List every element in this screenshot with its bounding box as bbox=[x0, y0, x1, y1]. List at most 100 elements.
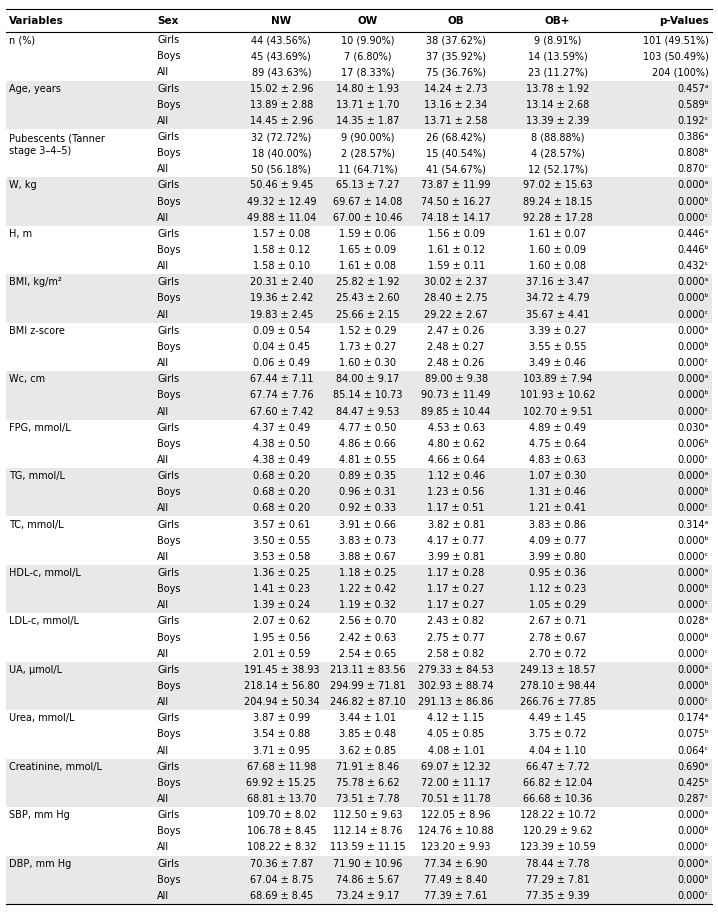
Text: 3.91 ± 0.66: 3.91 ± 0.66 bbox=[340, 519, 396, 530]
Text: Girls: Girls bbox=[157, 374, 180, 384]
Text: 3.99 ± 0.81: 3.99 ± 0.81 bbox=[428, 551, 485, 561]
Text: 0.000ᶜ: 0.000ᶜ bbox=[678, 358, 709, 368]
Text: 97.02 ± 15.63: 97.02 ± 15.63 bbox=[523, 181, 592, 191]
Text: 15 (40.54%): 15 (40.54%) bbox=[426, 148, 486, 158]
Text: 26 (68.42%): 26 (68.42%) bbox=[426, 132, 486, 142]
Text: 69.92 ± 15.25: 69.92 ± 15.25 bbox=[246, 778, 316, 788]
Text: 1.23 ± 0.56: 1.23 ± 0.56 bbox=[427, 488, 485, 498]
Text: 291.13 ± 86.86: 291.13 ± 86.86 bbox=[419, 698, 494, 708]
Text: 0.000ᵃ: 0.000ᵃ bbox=[678, 858, 709, 868]
Text: 77.34 ± 6.90: 77.34 ± 6.90 bbox=[424, 858, 488, 868]
Text: TC, mmol/L: TC, mmol/L bbox=[9, 519, 64, 530]
Bar bbox=[6, 678, 712, 694]
Text: 49.88 ± 11.04: 49.88 ± 11.04 bbox=[247, 213, 316, 223]
Bar bbox=[6, 581, 712, 597]
Text: 38 (37.62%): 38 (37.62%) bbox=[426, 35, 486, 45]
Bar bbox=[6, 839, 712, 855]
Text: All: All bbox=[157, 406, 169, 416]
Bar bbox=[6, 500, 712, 517]
Text: 3.88 ± 0.67: 3.88 ± 0.67 bbox=[340, 551, 396, 561]
Bar bbox=[6, 420, 712, 436]
Text: Boys: Boys bbox=[157, 342, 181, 352]
Text: 50 (56.18%): 50 (56.18%) bbox=[251, 164, 312, 174]
Text: 14.80 ± 1.93: 14.80 ± 1.93 bbox=[336, 84, 399, 93]
Text: 4.53 ± 0.63: 4.53 ± 0.63 bbox=[427, 423, 485, 433]
Text: 14.45 ± 2.96: 14.45 ± 2.96 bbox=[250, 116, 313, 126]
Text: All: All bbox=[157, 794, 169, 804]
Text: 124.76 ± 10.88: 124.76 ± 10.88 bbox=[419, 826, 494, 836]
Text: 0.000ᶜ: 0.000ᶜ bbox=[678, 551, 709, 561]
Text: 4.86 ± 0.66: 4.86 ± 0.66 bbox=[340, 439, 396, 449]
Text: Boys: Boys bbox=[157, 51, 181, 61]
Text: Girls: Girls bbox=[157, 423, 180, 433]
Text: 113.59 ± 11.15: 113.59 ± 11.15 bbox=[330, 843, 406, 853]
Text: All: All bbox=[157, 698, 169, 708]
Text: 44 (43.56%): 44 (43.56%) bbox=[251, 35, 311, 45]
Bar bbox=[6, 372, 712, 387]
Text: 108.22 ± 8.32: 108.22 ± 8.32 bbox=[246, 843, 316, 853]
Text: 13.14 ± 2.68: 13.14 ± 2.68 bbox=[526, 100, 589, 110]
Text: 101 (49.51%): 101 (49.51%) bbox=[643, 35, 709, 45]
Text: 1.17 ± 0.27: 1.17 ± 0.27 bbox=[427, 584, 485, 594]
Text: 2.54 ± 0.65: 2.54 ± 0.65 bbox=[339, 649, 396, 658]
Text: 0.000ᵃ: 0.000ᵃ bbox=[678, 374, 709, 384]
Text: 278.10 ± 98.44: 278.10 ± 98.44 bbox=[520, 681, 595, 691]
Text: 120.29 ± 9.62: 120.29 ± 9.62 bbox=[523, 826, 592, 836]
Text: All: All bbox=[157, 551, 169, 561]
Text: 13.71 ± 2.58: 13.71 ± 2.58 bbox=[424, 116, 488, 126]
Text: Boys: Boys bbox=[157, 293, 181, 303]
Text: 4.38 ± 0.50: 4.38 ± 0.50 bbox=[253, 439, 310, 449]
Bar bbox=[6, 565, 712, 581]
Text: 101.93 ± 10.62: 101.93 ± 10.62 bbox=[520, 391, 595, 401]
Text: 68.69 ± 8.45: 68.69 ± 8.45 bbox=[250, 891, 313, 901]
Text: 13.78 ± 1.92: 13.78 ± 1.92 bbox=[526, 84, 589, 93]
Text: 0.064ᶜ: 0.064ᶜ bbox=[678, 746, 709, 756]
Bar bbox=[6, 387, 712, 404]
Text: 1.60 ± 0.08: 1.60 ± 0.08 bbox=[529, 261, 586, 271]
Text: 89 (43.63%): 89 (43.63%) bbox=[251, 68, 311, 78]
Text: 0.000ᶜ: 0.000ᶜ bbox=[678, 600, 709, 610]
Text: n (%): n (%) bbox=[9, 35, 35, 45]
Text: 0.446ᵇ: 0.446ᵇ bbox=[677, 245, 709, 255]
Text: 0.95 ± 0.36: 0.95 ± 0.36 bbox=[529, 568, 587, 578]
Text: 84.00 ± 9.17: 84.00 ± 9.17 bbox=[336, 374, 399, 384]
Text: 4.08 ± 1.01: 4.08 ± 1.01 bbox=[428, 746, 485, 756]
Text: 74.18 ± 14.17: 74.18 ± 14.17 bbox=[421, 213, 491, 223]
Text: 1.73 ± 0.27: 1.73 ± 0.27 bbox=[339, 342, 396, 352]
Text: 0.000ᵇ: 0.000ᵇ bbox=[677, 293, 709, 303]
Text: 4.81 ± 0.55: 4.81 ± 0.55 bbox=[339, 455, 396, 465]
Text: All: All bbox=[157, 261, 169, 271]
Text: Wc, cm: Wc, cm bbox=[9, 374, 45, 384]
Text: 0.000ᶜ: 0.000ᶜ bbox=[678, 891, 709, 901]
Bar bbox=[6, 177, 712, 194]
Text: 25.82 ± 1.92: 25.82 ± 1.92 bbox=[336, 278, 400, 288]
Bar bbox=[6, 242, 712, 258]
Text: 2.47 ± 0.26: 2.47 ± 0.26 bbox=[427, 326, 485, 336]
Text: 73.51 ± 7.78: 73.51 ± 7.78 bbox=[336, 794, 400, 804]
Text: 35.67 ± 4.41: 35.67 ± 4.41 bbox=[526, 310, 589, 320]
Text: 0.92 ± 0.33: 0.92 ± 0.33 bbox=[340, 503, 396, 513]
Bar bbox=[6, 129, 712, 145]
Text: 0.68 ± 0.20: 0.68 ± 0.20 bbox=[253, 488, 310, 498]
Text: 204 (100%): 204 (100%) bbox=[652, 68, 709, 78]
Text: 14 (13.59%): 14 (13.59%) bbox=[528, 51, 587, 61]
Text: Boys: Boys bbox=[157, 584, 181, 594]
Text: 77.35 ± 9.39: 77.35 ± 9.39 bbox=[526, 891, 589, 901]
Text: Urea, mmol/L: Urea, mmol/L bbox=[9, 713, 75, 723]
Text: 0.000ᵇ: 0.000ᵇ bbox=[677, 584, 709, 594]
Text: OB+: OB+ bbox=[545, 16, 571, 26]
Text: All: All bbox=[157, 891, 169, 901]
Text: All: All bbox=[157, 213, 169, 223]
Text: Boys: Boys bbox=[157, 826, 181, 836]
Text: Boys: Boys bbox=[157, 729, 181, 740]
Text: 0.075ᵇ: 0.075ᵇ bbox=[677, 729, 709, 740]
Text: 102.70 ± 9.51: 102.70 ± 9.51 bbox=[523, 406, 592, 416]
Text: 3.83 ± 0.86: 3.83 ± 0.86 bbox=[529, 519, 586, 530]
Bar bbox=[6, 436, 712, 452]
Text: 4.09 ± 0.77: 4.09 ± 0.77 bbox=[529, 536, 587, 546]
Text: 10 (9.90%): 10 (9.90%) bbox=[341, 35, 395, 45]
Text: 2.67 ± 0.71: 2.67 ± 0.71 bbox=[529, 616, 587, 626]
Text: 15.02 ± 2.96: 15.02 ± 2.96 bbox=[250, 84, 313, 93]
Text: 3.75 ± 0.72: 3.75 ± 0.72 bbox=[529, 729, 587, 740]
Text: DBP, mm Hg: DBP, mm Hg bbox=[9, 858, 71, 868]
